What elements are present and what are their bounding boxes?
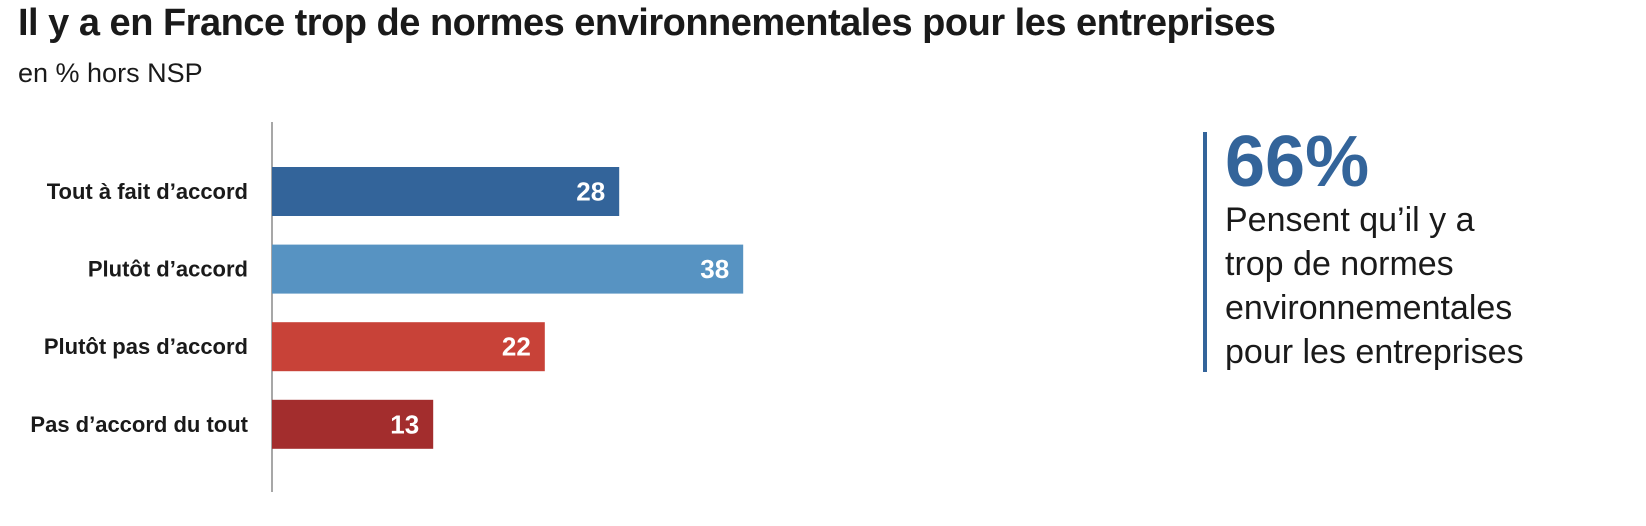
callout-line: pour les entreprises xyxy=(1225,333,1524,371)
bar xyxy=(272,244,744,294)
summary-callout: 66% Pensent qu’il y a trop de normes env… xyxy=(1203,126,1583,374)
bar xyxy=(272,322,545,372)
callout-line: Pensent qu’il y a xyxy=(1225,201,1475,239)
category-label: Tout à fait d’accord xyxy=(47,179,248,204)
value-label: 28 xyxy=(576,177,605,207)
category-label: Plutôt pas d’accord xyxy=(44,334,248,359)
bar xyxy=(272,167,620,216)
chart-subtitle: en % hors NSP xyxy=(18,58,203,88)
callout-text: Pensent qu’il y a trop de normes environ… xyxy=(1225,198,1583,374)
value-label: 13 xyxy=(390,409,419,439)
callout-line: trop de normes xyxy=(1225,245,1454,283)
chart-title: Il y a en France trop de normes environn… xyxy=(18,2,1276,44)
bar xyxy=(272,399,434,449)
category-label: Plutôt d’accord xyxy=(88,257,248,282)
value-label: 38 xyxy=(700,254,729,284)
category-label: Pas d’accord du tout xyxy=(30,412,248,437)
callout-value: 66% xyxy=(1225,122,1370,202)
callout-line: environnementales xyxy=(1225,289,1513,327)
value-label: 22 xyxy=(502,332,531,362)
